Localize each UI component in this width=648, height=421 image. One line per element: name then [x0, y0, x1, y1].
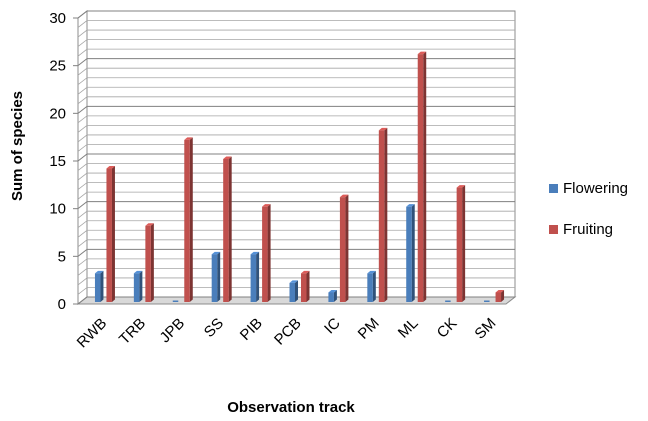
gridline — [77, 220, 515, 229]
bar-fruiting-ss — [223, 156, 232, 302]
gridline — [77, 10, 515, 19]
bar-fruiting-pib — [262, 204, 271, 302]
legend-item-fruiting: Fruiting — [549, 221, 613, 238]
bar-flowering-ss — [211, 251, 221, 302]
x-tick-label: ML — [395, 315, 422, 342]
y-tick-label: 15 — [49, 153, 66, 170]
gridline — [77, 134, 515, 143]
x-axis-title: Observation track — [227, 399, 355, 416]
y-tick-label: 0 — [58, 296, 66, 313]
gridline — [77, 182, 515, 190]
bar-flowering-sm — [484, 300, 490, 302]
gridline — [77, 172, 515, 181]
bar-fruiting-pm — [378, 127, 388, 303]
gridline — [77, 268, 515, 276]
gridline — [77, 144, 515, 152]
bar-fruiting-trb — [145, 223, 154, 302]
bar-flowering-jpb — [172, 300, 179, 302]
x-tick-label: SS — [201, 315, 227, 341]
y-tick-label: 25 — [49, 58, 66, 75]
gridline — [77, 105, 515, 114]
gridline — [77, 48, 515, 57]
gridline — [77, 58, 515, 67]
bar-flowering-ml — [406, 204, 415, 302]
gridline — [77, 258, 515, 267]
bar-flowering-rwb — [94, 270, 104, 302]
legend: Flowering Fruiting — [549, 180, 628, 238]
gridline — [77, 39, 515, 47]
x-tick-label: CK — [434, 315, 461, 342]
x-tick-label: PM — [355, 315, 383, 343]
gridline — [77, 115, 515, 124]
gridline — [77, 67, 515, 76]
bar-flowering-pcb — [289, 280, 298, 302]
bar-fruiting-sm — [495, 289, 505, 302]
y-tick-label: 20 — [49, 105, 66, 122]
bar-flowering-pib — [250, 251, 260, 302]
x-tick-label: IC — [321, 315, 344, 338]
y-axis-title: Sum of species — [9, 91, 26, 201]
bar-flowering-pm — [367, 270, 376, 302]
gridline — [77, 163, 515, 171]
gridline — [77, 86, 515, 95]
legend-label: Fruiting — [563, 221, 613, 238]
x-tick-label: PCB — [271, 315, 305, 349]
bar-fruiting-ck — [456, 185, 466, 302]
gridline — [77, 20, 515, 28]
bar-fruiting-rwb — [106, 166, 115, 302]
gridlines — [77, 10, 515, 305]
gridline — [77, 210, 515, 219]
bar-fruiting-ic — [339, 194, 349, 302]
x-tick-label: TRB — [116, 315, 149, 348]
gridline — [77, 201, 515, 210]
legend-label: Flowering — [563, 180, 628, 197]
gridline — [77, 153, 515, 162]
chart-walls — [76, 9, 517, 306]
x-axis-ticks: RWB TRB JPB SS PIB PCB IC PM ML CK SM — [74, 315, 500, 352]
y-tick-label: 10 — [49, 201, 66, 218]
gridline — [77, 229, 515, 238]
bar-fruiting-ml — [417, 51, 427, 303]
bar-fruiting-pcb — [301, 270, 310, 302]
legend-swatch — [549, 184, 558, 193]
x-tick-label: JPB — [157, 315, 188, 346]
bar-flowering-ic — [328, 289, 337, 302]
legend-swatch — [549, 225, 558, 234]
gridline — [77, 125, 515, 133]
bar-fruiting-jpb — [184, 137, 193, 302]
gridline — [77, 96, 515, 105]
x-tick-label: PIB — [237, 315, 266, 344]
bar-flowering-trb — [133, 270, 143, 302]
gridline — [77, 239, 515, 248]
bar-flowering-ck — [445, 300, 451, 302]
gridline — [77, 29, 515, 38]
y-axis-ticks: 0 5 10 15 20 25 30 — [49, 10, 78, 313]
y-tick-label: 30 — [49, 10, 66, 27]
gridline — [77, 77, 515, 86]
y-tick-label: 5 — [58, 248, 66, 265]
gridline — [77, 191, 515, 200]
legend-item-flowering: Flowering — [549, 180, 628, 197]
bars — [94, 51, 505, 303]
x-tick-label: RWB — [74, 315, 111, 352]
x-tick-label: SM — [471, 315, 499, 343]
gridline — [77, 248, 515, 257]
